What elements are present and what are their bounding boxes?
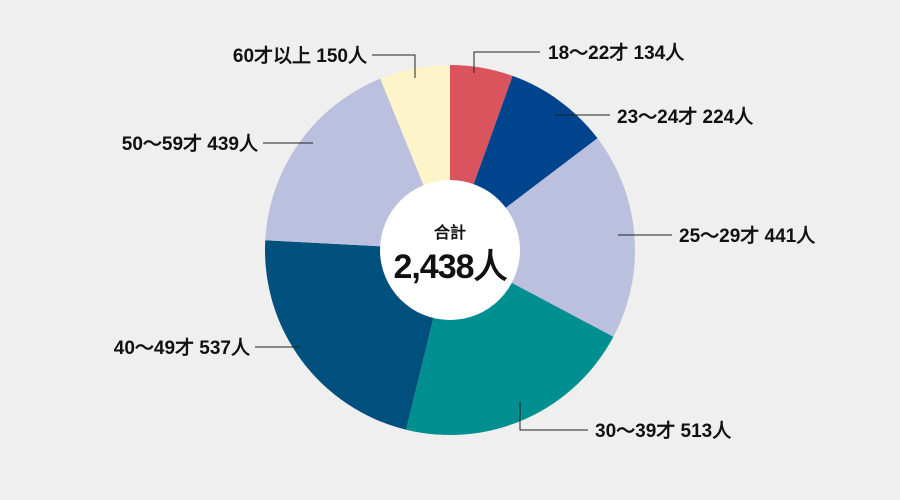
slice-label: 23～24才 224人 (617, 105, 754, 128)
slice-label: 25～29才 441人 (679, 224, 816, 247)
slice-label: 18～22才 134人 (548, 41, 685, 64)
slice-label: 30～39才 513人 (595, 419, 732, 442)
slice-labels: 18～22才 134人 23～24才 224人 25～29才 441人 30～39才 … (114, 41, 816, 442)
donut-hole (380, 180, 520, 320)
leader-line (519, 402, 588, 431)
total-value: 2,438人 (393, 248, 507, 286)
slice-label: 60才以上 150人 (233, 44, 368, 67)
leader-line (473, 51, 540, 73)
slice-label: 40～49才 537人 (114, 336, 251, 359)
total-title: 合計 (434, 223, 466, 242)
leader-line (372, 54, 416, 78)
pie-slice (450, 138, 635, 337)
slice-label: 50～59才 439人 (122, 132, 259, 155)
